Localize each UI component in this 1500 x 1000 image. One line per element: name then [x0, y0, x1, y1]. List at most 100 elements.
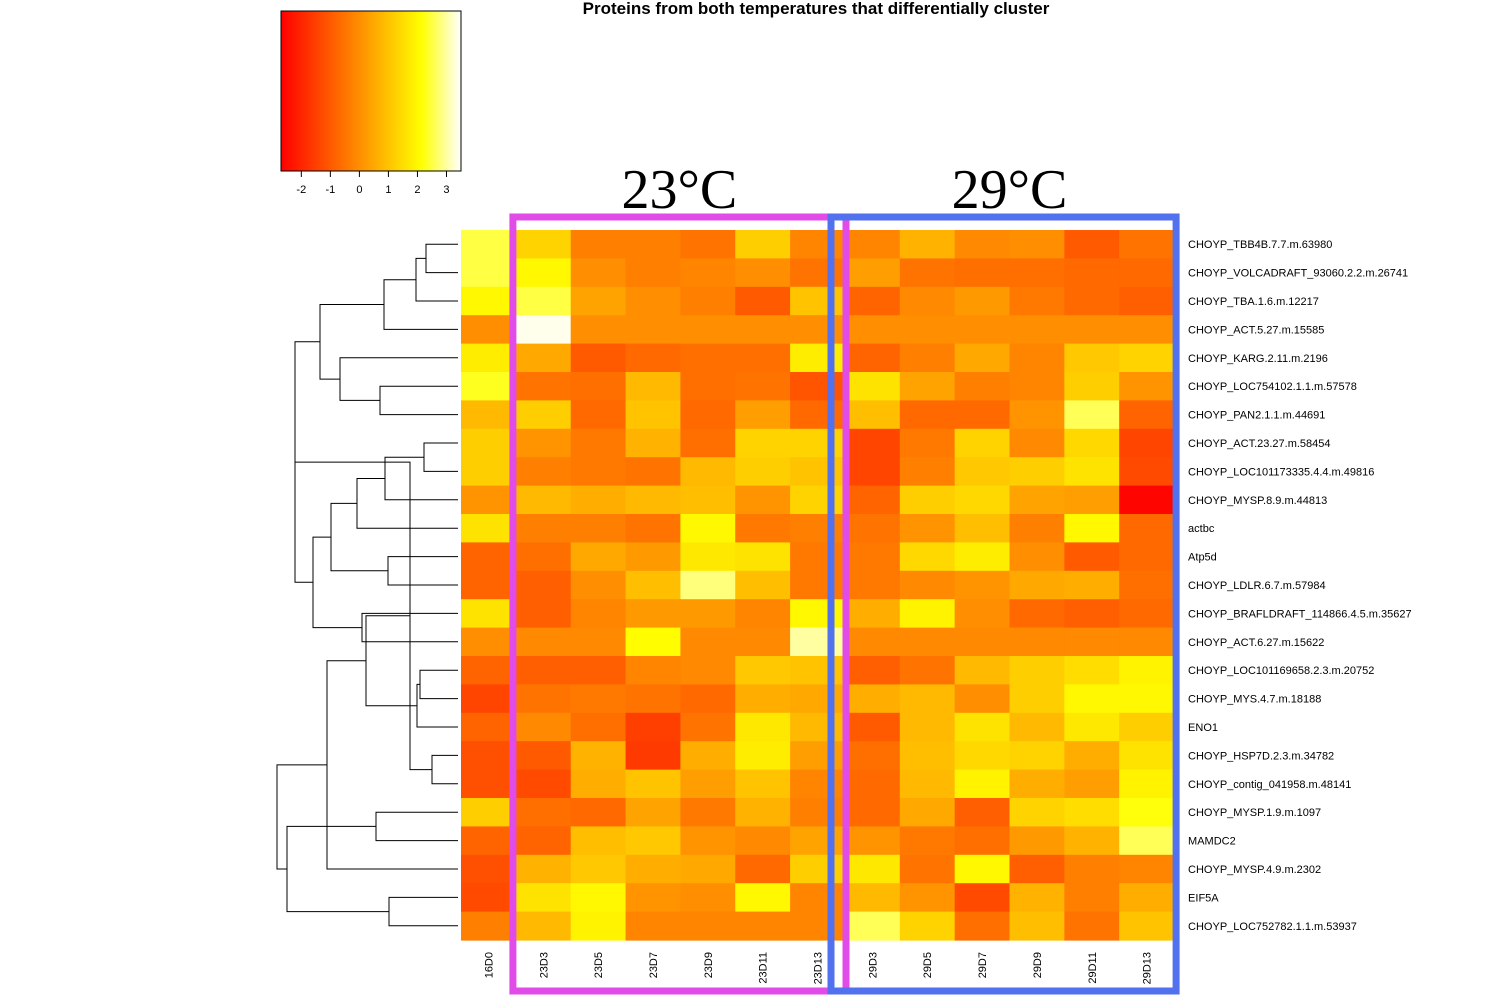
heatmap-cell	[1009, 542, 1065, 572]
color-key-tick-label: -1	[325, 184, 335, 196]
heatmap-cell	[515, 485, 572, 515]
chart-title: Proteins from both temperatures that dif…	[583, 0, 1050, 18]
heatmap-cell	[1009, 457, 1065, 487]
group-box	[827, 213, 1180, 995]
heatmap-cell	[1064, 343, 1120, 373]
heatmap-cell	[1009, 428, 1065, 458]
heatmap-cell	[1119, 684, 1175, 714]
heatmap-cell	[735, 286, 791, 316]
heatmap-cell	[1009, 343, 1065, 373]
heatmap-cell	[1064, 627, 1120, 657]
heatmap-cell	[570, 883, 627, 913]
heatmap-cell	[570, 599, 627, 629]
heatmap-cell	[515, 428, 572, 458]
row-label: CHOYP_VOLCADRAFT_93060.2.2.m.26741	[1188, 268, 1408, 280]
row-label: CHOYP_TBA.1.6.m.12217	[1188, 296, 1319, 308]
group-label: 29°C	[952, 159, 1068, 221]
heatmap-cell	[461, 542, 517, 572]
row-label: actbc	[1188, 523, 1215, 535]
heatmap-cell	[844, 400, 901, 430]
heatmap-cell	[570, 400, 627, 430]
heatmap-cell	[790, 883, 846, 913]
heatmap-cell	[1009, 854, 1065, 884]
heatmap-cell	[515, 570, 572, 600]
heatmap-cell	[735, 712, 791, 742]
column-label: 29D3	[867, 952, 879, 978]
heatmap-cell	[844, 372, 901, 401]
row-label: CHOYP_HSP7D.2.3.m.34782	[1188, 750, 1334, 762]
heatmap-cell	[515, 258, 572, 288]
row-label: CHOYP_MYSP.4.9.m.2302	[1188, 864, 1321, 876]
heatmap-cell	[899, 286, 956, 316]
heatmap-cell	[1009, 798, 1065, 827]
column-label: 23D11	[758, 952, 770, 984]
heatmap-cell	[680, 343, 736, 373]
group-boxes: 23°C 29°C	[509, 159, 1180, 995]
heatmap-cell	[735, 627, 791, 657]
heatmap-cell	[1064, 514, 1120, 543]
heatmap-cell	[1119, 599, 1175, 629]
heatmap-cell	[625, 883, 681, 913]
heatmap-cell	[899, 514, 956, 543]
heatmap-cell	[680, 570, 736, 600]
heatmap-cell	[899, 854, 956, 884]
heatmap-cell	[570, 826, 627, 856]
heatmap-cell	[515, 826, 572, 856]
heatmap-cell	[899, 684, 956, 714]
heatmap-cell	[625, 769, 681, 799]
heatmap-cell	[954, 400, 1011, 430]
heatmap-cell	[790, 542, 846, 572]
heatmap-cell	[844, 315, 901, 345]
heatmap-cell	[461, 570, 517, 600]
heatmap-cell	[680, 400, 736, 430]
heatmap-cell	[1064, 570, 1120, 600]
heatmap-cell	[790, 627, 846, 657]
heatmap-cell	[844, 911, 901, 941]
heatmap-cell	[899, 741, 956, 771]
heatmap-cell	[899, 883, 956, 913]
heatmap-cell	[625, 372, 681, 401]
heatmap-cell	[461, 712, 517, 742]
heatmap-cell	[790, 656, 846, 685]
heatmap-cell	[790, 798, 846, 827]
heatmap-cell	[1064, 769, 1120, 799]
heatmap-cell	[954, 826, 1011, 856]
row-label: CHOYP_ACT.23.27.m.58454	[1188, 438, 1330, 450]
heatmap-cell	[461, 656, 517, 685]
heatmap-cell	[680, 769, 736, 799]
heatmap-cell	[954, 372, 1011, 401]
heatmap-cell	[735, 854, 791, 884]
dendrogram-branch	[416, 683, 458, 728]
heatmap-cell	[515, 542, 572, 572]
heatmap-cell	[1064, 485, 1120, 515]
heatmap-cell	[625, 542, 681, 572]
heatmap-cell	[1064, 883, 1120, 913]
heatmap-cell	[790, 315, 846, 345]
heatmap-cell	[461, 514, 517, 543]
heatmap-cell	[1119, 457, 1175, 487]
heatmap-cell	[735, 542, 791, 572]
row-label: EIF5A	[1188, 892, 1219, 904]
heatmap-cell	[570, 315, 627, 345]
heatmap-cell	[790, 258, 846, 288]
heatmap-cell	[625, 514, 681, 543]
heatmap-cell	[461, 343, 517, 373]
heatmap-cell	[625, 627, 681, 657]
heatmap-cell	[515, 343, 572, 373]
heatmap-cell	[680, 684, 736, 714]
heatmap-cell	[680, 883, 736, 913]
heatmap-cell	[1064, 854, 1120, 884]
heatmap-cell	[625, 599, 681, 629]
heatmap-cell	[899, 542, 956, 572]
row-dendrogram	[276, 243, 458, 927]
heatmap-cell	[790, 230, 846, 259]
heatmap-cell	[735, 599, 791, 629]
heatmap-cell	[1009, 372, 1065, 401]
heatmap-cell	[680, 514, 736, 543]
heatmap-cell	[790, 343, 846, 373]
heatmap-cell	[954, 911, 1011, 941]
heatmap-cell	[461, 741, 517, 771]
heatmap-cell	[790, 599, 846, 629]
heatmap-cell	[680, 315, 736, 345]
heatmap-cell	[1119, 883, 1175, 913]
